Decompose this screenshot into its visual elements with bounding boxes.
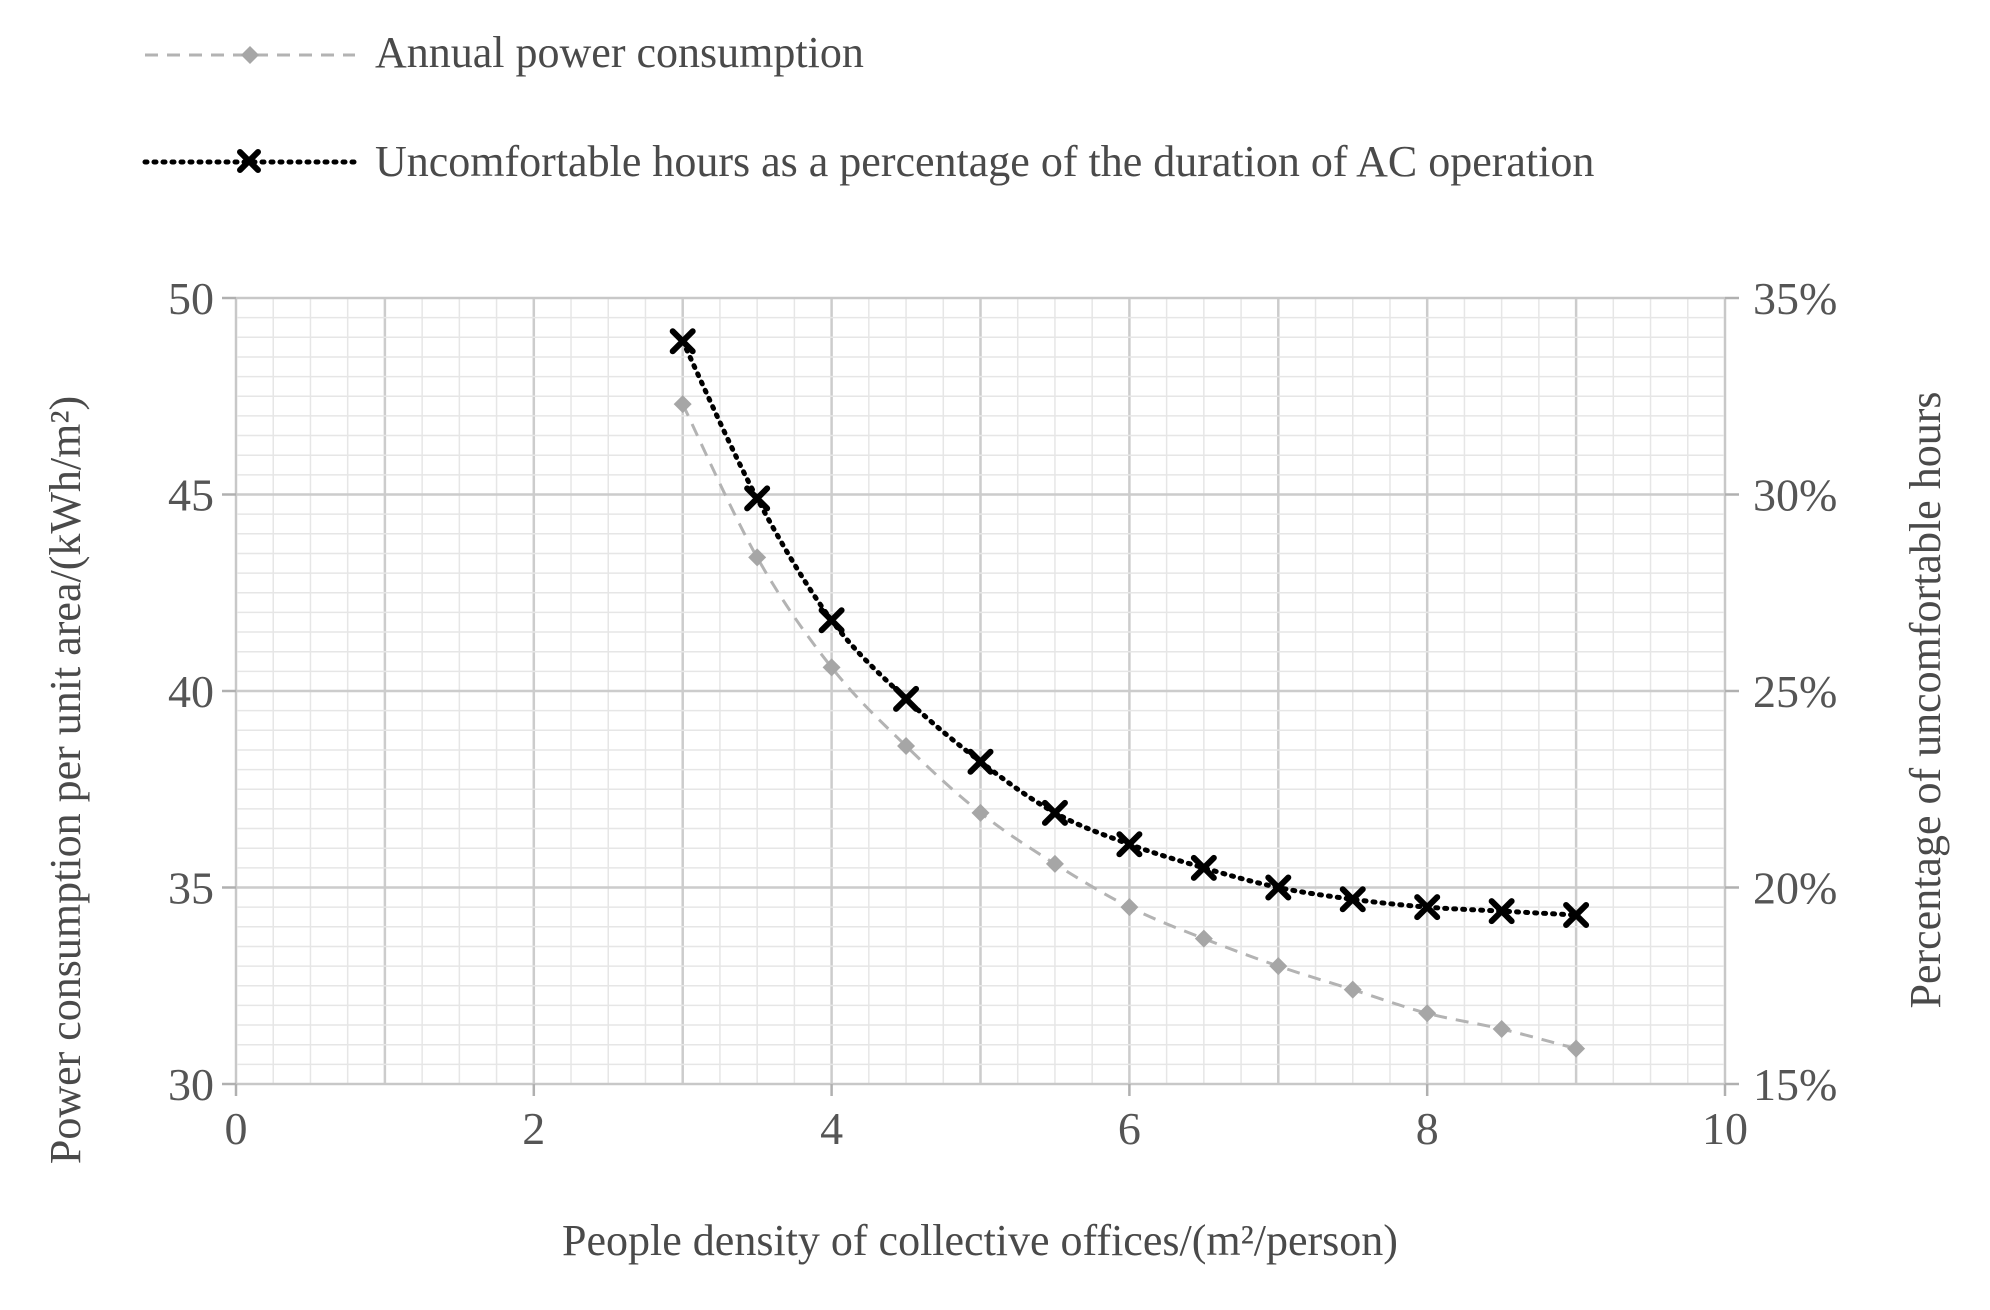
y2-tick-label: 35% [1753, 273, 1837, 324]
y-tick-label: 50 [168, 273, 214, 324]
y-tick-label: 30 [168, 1059, 214, 1110]
legend-marker-uncomfortable-hours [237, 149, 261, 173]
data-point-uncomfortable-hours [1414, 894, 1441, 921]
legend: Annual power consumption Uncomfortable h… [142, 28, 1594, 186]
x-tick-label: 0 [225, 1103, 248, 1154]
data-point-annual-power [822, 658, 841, 677]
y-axis-title-left: Power consumption per unit area/(kWh/m²) [41, 396, 90, 1164]
data-point-annual-power [1045, 854, 1064, 873]
data-point-uncomfortable-hours [744, 485, 771, 512]
data-point-annual-power [1194, 929, 1213, 948]
data-point-annual-power [1492, 1019, 1511, 1038]
x-tick-label: 8 [1416, 1103, 1439, 1154]
series-uncomfortable-hours [669, 328, 1590, 929]
x-axis: 0 2 4 6 8 10 [225, 1084, 1748, 1154]
y2-tick-label: 15% [1753, 1059, 1837, 1110]
data-point-annual-power [971, 803, 990, 822]
y-tick-label: 40 [168, 666, 214, 717]
data-point-annual-power [1343, 980, 1362, 999]
data-point-annual-power [673, 395, 692, 414]
data-point-uncomfortable-hours [1116, 831, 1143, 858]
data-point-uncomfortable-hours [669, 328, 696, 355]
series-line-annual-power [681, 403, 1577, 1051]
gridlines [234, 296, 1727, 1086]
legend-label-uncomfortable-hours: Uncomfortable hours as a percentage of t… [375, 137, 1594, 186]
data-point-uncomfortable-hours [967, 748, 994, 775]
y-axis-left: 30 35 40 45 50 [168, 273, 236, 1110]
y2-tick-label: 25% [1753, 666, 1837, 717]
y-axis-right: 15% 20% 25% 30% 35% [1725, 273, 1837, 1110]
y-axis-title-right: Percentage of uncomfortable hours [1901, 392, 1950, 1009]
y-tick-label: 45 [168, 470, 214, 521]
data-point-annual-power [1120, 898, 1139, 917]
x-tick-label: 4 [820, 1103, 843, 1154]
legend-item-uncomfortable-hours: Uncomfortable hours as a percentage of t… [142, 137, 1594, 186]
data-point-uncomfortable-hours [1563, 902, 1590, 929]
legend-item-annual-power: Annual power consumption [145, 28, 864, 77]
x-axis-title: People density of collective offices/(m²… [562, 1216, 1398, 1265]
legend-marker-annual-power [241, 46, 259, 64]
data-point-annual-power [1418, 1004, 1437, 1023]
data-point-annual-power [1269, 957, 1288, 976]
data-point-uncomfortable-hours [1265, 874, 1292, 901]
data-point-annual-power [1567, 1039, 1586, 1058]
data-point-uncomfortable-hours [893, 685, 920, 712]
data-point-annual-power [748, 548, 767, 567]
series-annual-power-consumption [673, 395, 1586, 1058]
data-point-uncomfortable-hours [1488, 898, 1515, 925]
data-point-uncomfortable-hours [1041, 799, 1068, 826]
y2-tick-label: 30% [1753, 470, 1837, 521]
legend-label-annual-power: Annual power consumption [375, 28, 864, 77]
data-point-uncomfortable-hours [1190, 854, 1217, 881]
y2-tick-label: 20% [1753, 863, 1837, 914]
y-tick-label: 35 [168, 863, 214, 914]
series-line-uncomfortable-hours [680, 338, 1579, 918]
data-point-annual-power [897, 737, 916, 756]
data-point-uncomfortable-hours [818, 607, 845, 634]
x-tick-label: 10 [1702, 1103, 1748, 1154]
x-tick-label: 2 [522, 1103, 545, 1154]
x-tick-label: 6 [1118, 1103, 1141, 1154]
data-point-uncomfortable-hours [1339, 886, 1366, 913]
